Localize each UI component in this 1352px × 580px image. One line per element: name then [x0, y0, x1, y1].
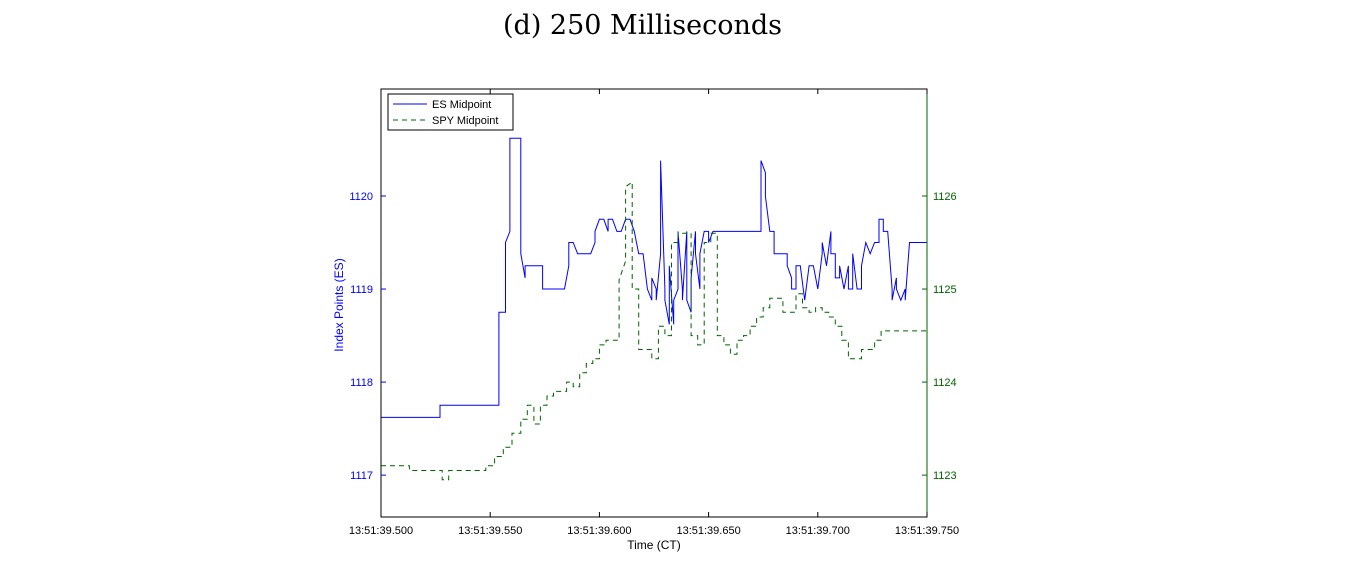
- x-tick-label: 13:51:39.700: [786, 525, 850, 537]
- spy-midpoint-line: [381, 181, 927, 481]
- plot-frame: [380, 88, 928, 518]
- es-midpoint-line: [381, 137, 927, 418]
- x-tick-label: 13:51:39.600: [567, 525, 631, 537]
- y-left-tick-label: 1117: [350, 470, 373, 482]
- series-lines: [381, 137, 927, 481]
- x-tick-label: 13:51:39.750: [895, 525, 959, 537]
- y-right-tick-label: 1126: [933, 191, 957, 203]
- y-left-tick-label: 1119: [350, 284, 373, 296]
- y-right-tick-label: 1124: [933, 377, 957, 389]
- x-axis-label: Time (CT): [627, 538, 681, 552]
- legend-box: [387, 93, 514, 131]
- x-tick-label: 13:51:39.650: [676, 525, 740, 537]
- x-tick-label: 13:51:39.550: [458, 525, 522, 537]
- y-left-axis-label: Index Points (ES): [332, 258, 346, 351]
- y-right-tick-label: 1123: [933, 470, 957, 482]
- y-left-tick-label: 1120: [349, 191, 373, 203]
- figure-caption: (d) 250 Milliseconds: [503, 10, 782, 41]
- axes: 13:51:39.500 13:51:39.550 13:51:39.600 13:5…: [332, 89, 959, 552]
- legend-es-label: ES Midpoint: [432, 99, 491, 111]
- y-right-tick-label: 1125: [933, 284, 957, 296]
- y-left-tick-label: 1118: [350, 377, 373, 389]
- legend: ES Midpoint SPY Midpoint: [387, 93, 514, 131]
- x-tick-label: 13:51:39.500: [349, 525, 413, 537]
- legend-spy-label: SPY Midpoint: [432, 115, 498, 127]
